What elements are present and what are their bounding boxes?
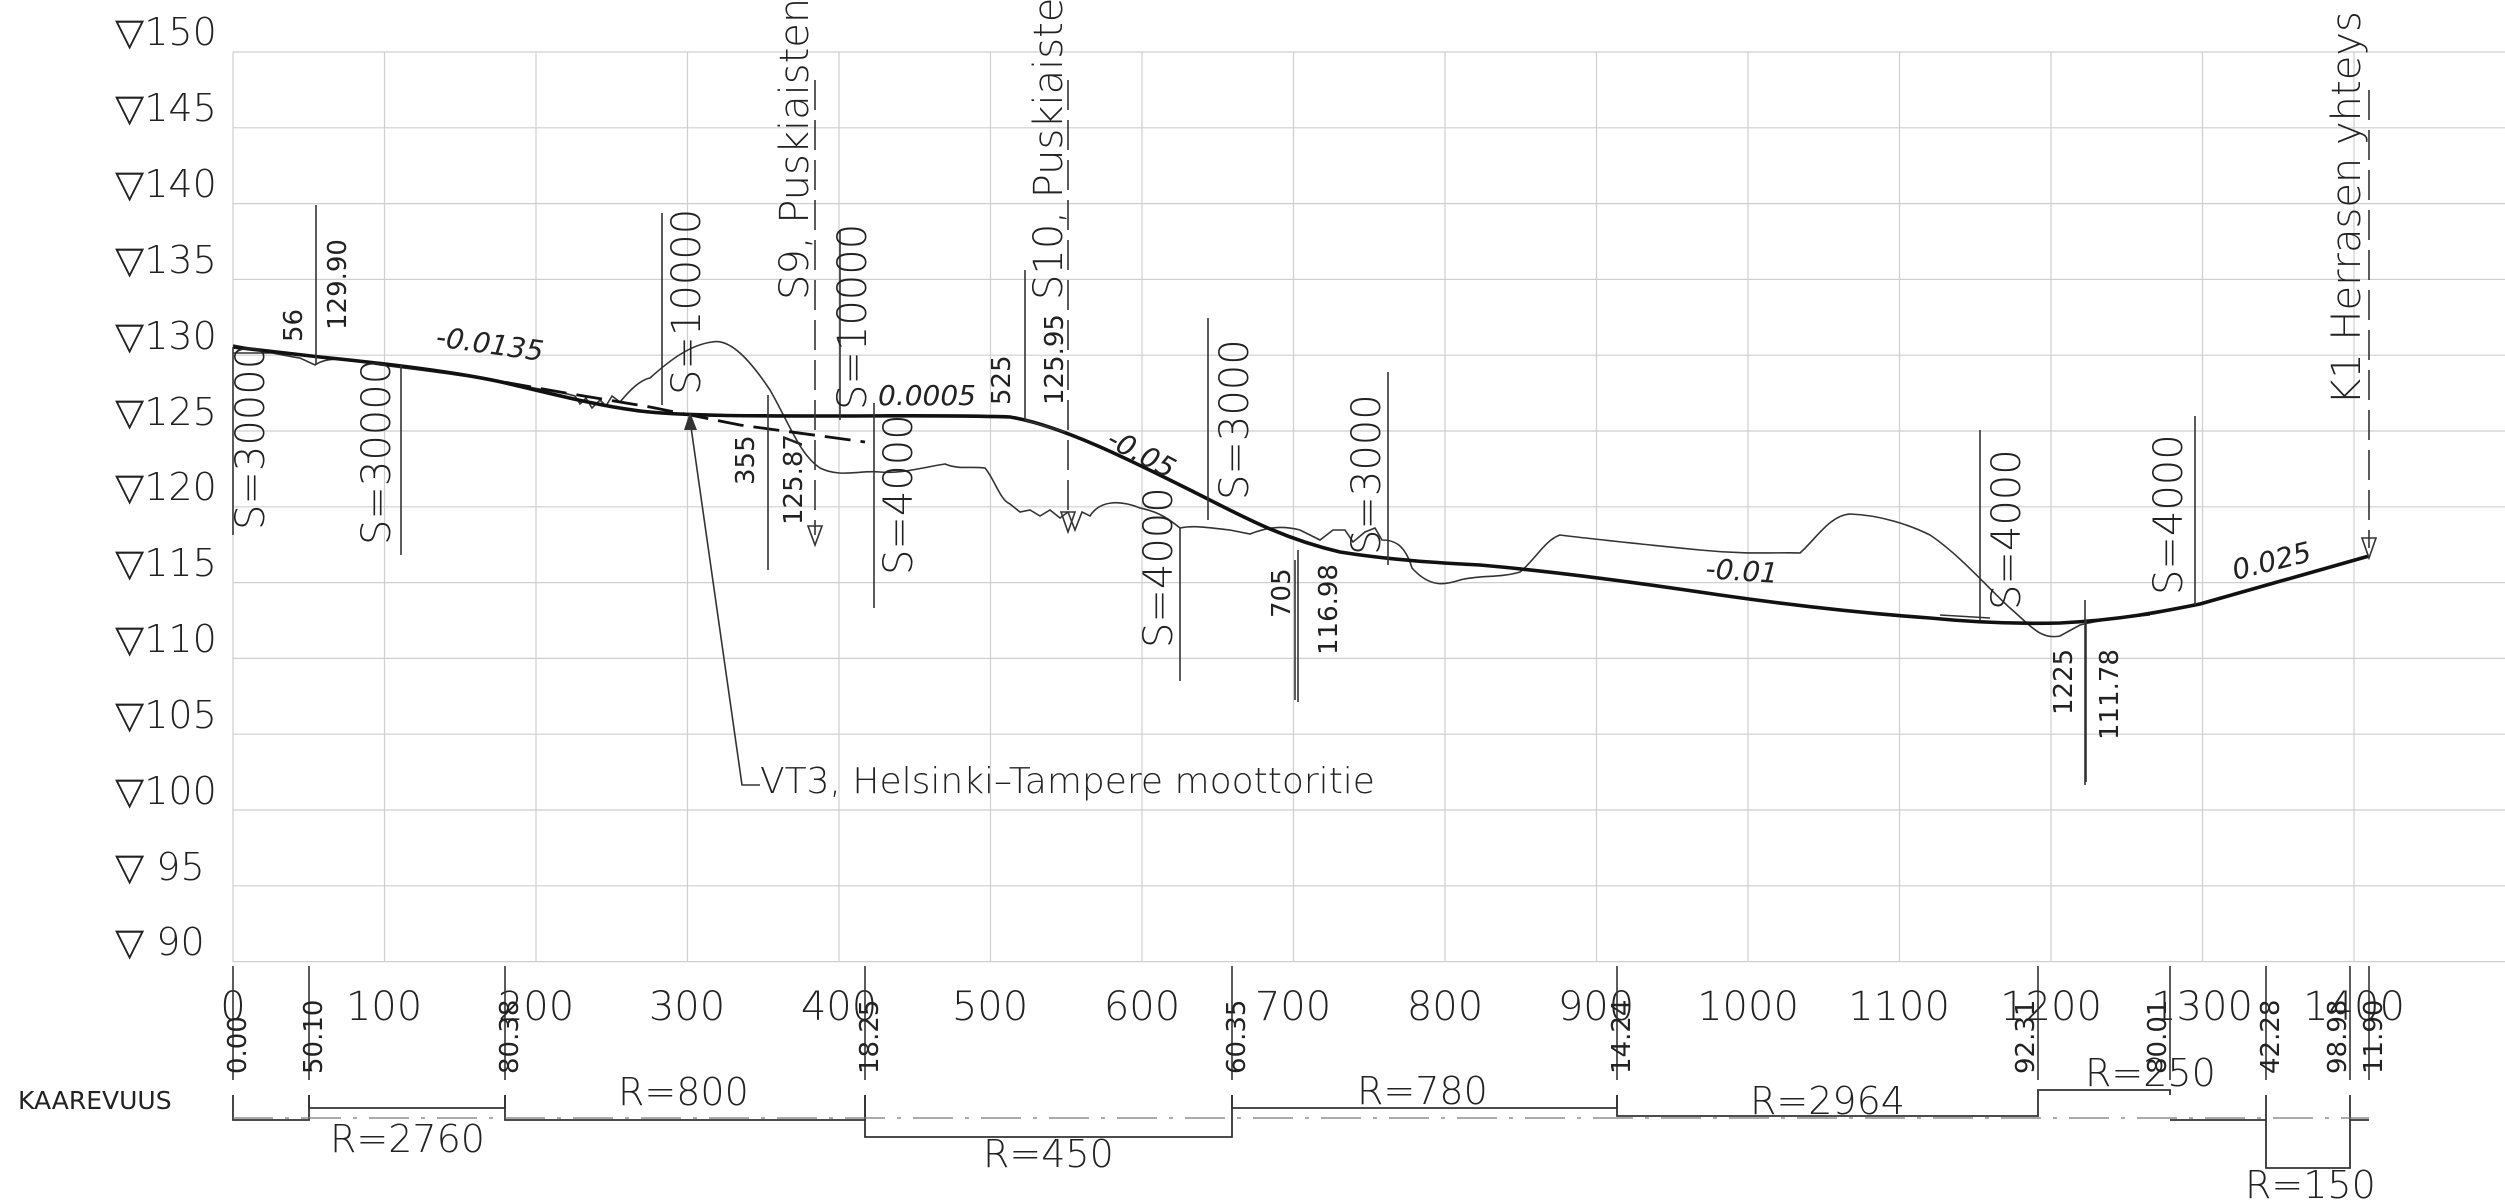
grade-label: -0.0135 <box>434 320 546 368</box>
vertex-label: 1225 <box>2049 649 2079 715</box>
distance-label: 1200 <box>2000 984 2102 1030</box>
station-label: 80.38 <box>495 1000 525 1074</box>
vertex-label: 129.90 <box>323 239 353 330</box>
distance-label: 600 <box>1104 984 1180 1030</box>
radius-label: R=2760 <box>330 1117 485 1161</box>
crossing-labels: S9, Puskiaisten S10, Puskiaiste K1 Herra… <box>772 0 2370 405</box>
vertex-label: 125.87 <box>779 434 809 525</box>
elevation-label: ▽100 <box>115 769 217 813</box>
radius-label: R=450 <box>983 1132 1114 1176</box>
distance-label: 1100 <box>1848 984 1950 1030</box>
old-road-dashed-line <box>469 374 866 444</box>
distance-label: 900 <box>1558 984 1634 1030</box>
vertical-curve-label: S=4000 <box>1984 449 2030 610</box>
radius-label: R=780 <box>1357 1069 1488 1113</box>
radius-label: R=150 <box>2245 1163 2376 1204</box>
distance-label: 300 <box>649 984 725 1030</box>
station-label: 11.90 <box>2359 1000 2389 1074</box>
distance-label: 700 <box>1255 984 1331 1030</box>
distance-axis: 0 100 200 300 400 500 600 700 800 900 10… <box>220 984 2405 1030</box>
elevation-label: ▽ 90 <box>115 920 205 964</box>
vertex-labels: 56 129.90 355 125.87 525 125.95 705 116.… <box>279 239 2125 740</box>
elevation-axis: ▽150 ▽145 ▽140 ▽135 ▽130 ▽125 ▽120 ▽115 … <box>115 10 217 964</box>
grid <box>232 51 2505 963</box>
elevation-label: ▽105 <box>115 693 217 737</box>
vertical-curve-label: S=4000 <box>876 414 922 575</box>
station-label: 60.35 <box>1222 1000 1252 1074</box>
station-label: 0.00 <box>223 1016 253 1074</box>
distance-label: 1000 <box>1697 984 1799 1030</box>
radius-label: R=2964 <box>1750 1079 1905 1123</box>
vertex-marks <box>315 205 2086 785</box>
vertex-label: 116.98 <box>1314 564 1344 655</box>
distance-label: 1400 <box>2303 984 2405 1030</box>
elevation-label: ▽130 <box>115 314 217 358</box>
station-label: 42.28 <box>2256 1000 2286 1074</box>
elevation-label: ▽140 <box>115 162 217 206</box>
elevation-label: ▽115 <box>115 541 217 585</box>
crossing-label: K1 Herrasen yhteys <box>2324 11 2370 405</box>
vertical-curve-label: S=4000 <box>2146 434 2192 595</box>
vertical-curve-label: S=10000 <box>830 224 876 410</box>
callout: VT3, Helsinki–Tampere moottoritie <box>684 412 1375 802</box>
callout-label: VT3, Helsinki–Tampere moottoritie <box>760 761 1375 802</box>
vertical-curve-label: S=3000 <box>1344 394 1390 555</box>
vertical-curve-label: S=3000 <box>1212 339 1258 500</box>
curvature-heading: KAAREVUUS <box>18 1086 172 1115</box>
elevation-label: ▽150 <box>115 10 217 54</box>
grade-label: 0.025 <box>2229 535 2315 586</box>
station-label: 50.10 <box>299 1000 329 1074</box>
vertex-label: 525 <box>987 355 1017 405</box>
vertical-curve-label: S=4000 <box>1136 487 1182 648</box>
vertex-label: 111.78 <box>2095 649 2125 740</box>
crossing-label: S9, Puskiaisten <box>772 0 818 300</box>
radius-label: R=800 <box>618 1070 749 1114</box>
elevation-label: ▽120 <box>115 465 217 509</box>
station-label: 18.25 <box>855 1000 885 1074</box>
grade-label: -0.01 <box>1705 552 1780 590</box>
distance-label: 1300 <box>2151 984 2253 1030</box>
vertical-curve-label: S=30000 <box>354 359 400 545</box>
curvature-band <box>232 1089 2369 1169</box>
vertical-curve-labels: S=30000 S=30000 S=10000 S=10000 S=4000 S… <box>228 209 2192 648</box>
distance-label: 100 <box>346 984 422 1030</box>
vertical-curve-marks <box>232 213 2196 782</box>
elevation-label: ▽135 <box>115 238 217 282</box>
distance-label: 500 <box>952 984 1028 1030</box>
station-labels: 0.00 50.10 80.38 18.25 60.35 14.24 92.31… <box>223 1000 2389 1074</box>
grade-label: 0.0005 <box>878 379 976 412</box>
vertical-curve-label: S=10000 <box>664 209 710 395</box>
distance-label: 200 <box>498 984 574 1030</box>
station-ticks <box>232 966 2370 1080</box>
distance-label: 800 <box>1407 984 1483 1030</box>
elevation-label: ▽125 <box>115 390 217 434</box>
vertex-label: 125.95 <box>1040 314 1070 405</box>
road-grade-line <box>232 345 2370 626</box>
crossing-label: S10, Puskiaiste <box>1026 0 1072 300</box>
vertical-curve-label: S=30000 <box>228 344 274 530</box>
station-label: 14.24 <box>1607 1000 1637 1074</box>
elevation-label: ▽145 <box>115 86 217 130</box>
station-label: 98.98 <box>2323 1000 2353 1074</box>
vertex-label: 705 <box>1267 568 1297 618</box>
station-label: 80.01 <box>2143 1000 2173 1074</box>
crossing-markers <box>806 80 2378 561</box>
elevation-label: ▽110 <box>115 617 217 661</box>
station-label: 92.31 <box>2011 1000 2041 1074</box>
elevation-label: ▽ 95 <box>115 845 205 889</box>
vertex-label: 355 <box>731 435 761 485</box>
radius-label: R=250 <box>2085 1051 2216 1095</box>
vertex-label: 56 <box>279 309 309 342</box>
ground-profile <box>232 340 2151 638</box>
